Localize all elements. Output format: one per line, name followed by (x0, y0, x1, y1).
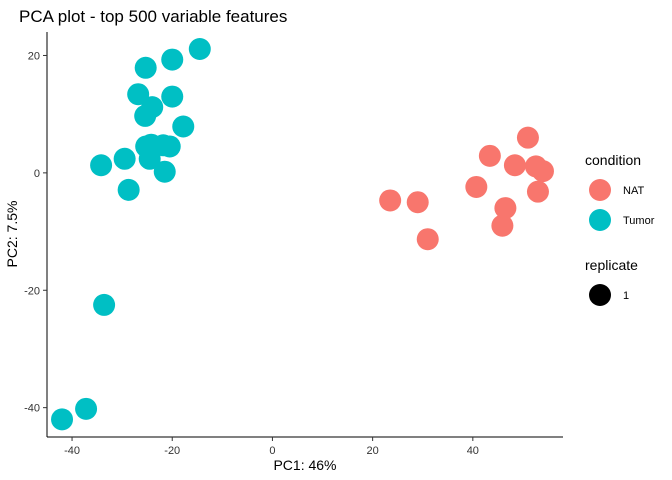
point-nat-8 (516, 126, 539, 149)
point-tumor-4 (113, 147, 136, 170)
point-tumor-7 (134, 56, 157, 79)
legend-key (589, 284, 611, 306)
legend-title: condition (585, 152, 641, 168)
x-tick-label: -40 (64, 445, 80, 457)
point-tumor-14 (158, 135, 181, 158)
y-tick-label: -40 (24, 403, 40, 415)
point-tumor-15 (153, 160, 176, 183)
point-tumor-6 (127, 83, 150, 106)
y-tick-label: -20 (24, 285, 40, 297)
point-tumor-16 (161, 85, 184, 108)
point-nat-3 (465, 175, 488, 198)
legend: condition NAT Tumor replicate 1 (585, 152, 655, 306)
point-tumor-12 (138, 147, 161, 170)
point-tumor-19 (188, 38, 211, 61)
legend-label: NAT (623, 185, 644, 197)
point-nat-10 (526, 180, 549, 203)
point-tumor-17 (161, 48, 184, 71)
point-tumor-2 (93, 293, 116, 316)
plot-area: -40 -20 0 20 40 20 0 -20 -40 (24, 32, 563, 457)
x-tick-label: 0 (269, 445, 275, 457)
point-tumor-18 (172, 115, 195, 138)
point-nat-1 (406, 191, 429, 214)
legend-key (589, 209, 611, 231)
x-tick-label: 40 (467, 445, 479, 457)
x-tick-label: 20 (367, 445, 379, 457)
point-tumor-9 (134, 104, 157, 127)
point-nat-5 (491, 214, 514, 237)
x-ticks: -40 -20 0 20 40 (64, 437, 479, 457)
y-ticks: 20 0 -20 -40 (24, 50, 47, 415)
legend-key (589, 179, 611, 201)
data-points (51, 38, 554, 431)
point-nat-2 (416, 228, 439, 251)
legend-title: replicate (585, 257, 638, 273)
y-axis-title: PC2: 7.5% (4, 201, 20, 268)
point-tumor-1 (75, 397, 98, 420)
point-nat-4 (478, 144, 501, 167)
chart-title: PCA plot - top 500 variable features (19, 7, 287, 26)
y-tick-label: 0 (34, 168, 40, 180)
point-nat-7 (503, 154, 526, 177)
point-tumor-3 (90, 154, 113, 177)
x-tick-label: -20 (164, 445, 180, 457)
y-tick-label: 20 (28, 50, 40, 62)
point-nat-11 (531, 160, 554, 183)
legend-label: Tumor (623, 215, 655, 227)
x-axis-title: PC1: 46% (273, 457, 336, 473)
point-tumor-5 (117, 178, 140, 201)
point-tumor-0 (51, 408, 74, 431)
point-nat-0 (379, 189, 402, 212)
point-nat-6 (494, 197, 517, 220)
legend-label: 1 (623, 290, 629, 302)
